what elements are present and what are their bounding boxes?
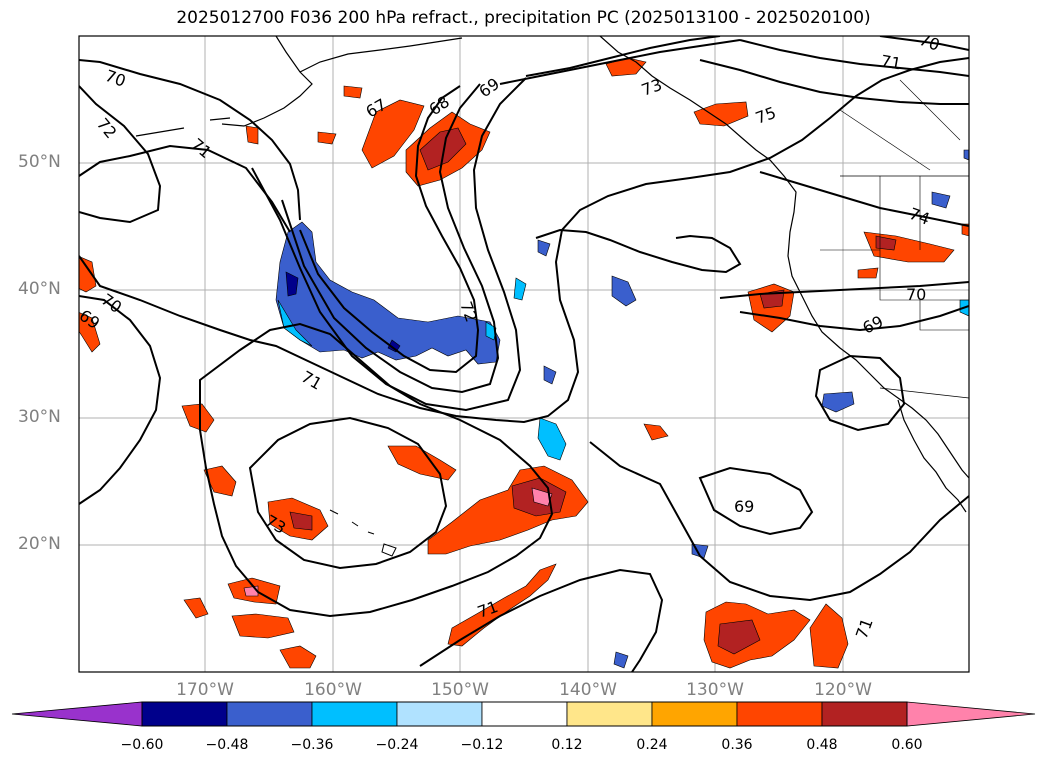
contour-71-east xyxy=(499,39,741,85)
lon-label: 150°W xyxy=(431,680,489,700)
state-borders xyxy=(820,176,969,331)
colorbar-swatch xyxy=(481,701,568,727)
colorbar-tick-label: 0.48 xyxy=(806,737,838,753)
contour-70-ne xyxy=(879,36,969,51)
coast-alaska xyxy=(221,36,463,127)
contour-71-south xyxy=(419,568,664,672)
contour-label: 69 xyxy=(734,497,754,516)
coast-canada-pacific xyxy=(599,36,969,479)
lon-label: 140°W xyxy=(559,680,617,700)
lat-label: 20°N xyxy=(18,534,61,554)
colorbar-extend-high xyxy=(906,701,1036,727)
colorbar-swatch xyxy=(651,701,738,727)
contour-70-nw xyxy=(79,59,301,221)
contour-71-ne xyxy=(739,39,969,77)
colorbar-tick-label: 0.36 xyxy=(721,737,753,753)
colorbar-tick-label: 0.60 xyxy=(891,737,923,753)
colorbar-swatch xyxy=(311,701,398,727)
colorbar-tick-label: −0.48 xyxy=(205,737,249,753)
colorbar-tick-label: −0.24 xyxy=(375,737,419,753)
colorbar xyxy=(11,701,1036,727)
lon-label: 160°W xyxy=(304,680,362,700)
lat-label: 40°N xyxy=(18,279,61,299)
contour-71-south-east xyxy=(589,441,969,602)
lat-label: 30°N xyxy=(18,407,61,427)
colorbar-tick-label: −0.36 xyxy=(290,737,334,753)
contour-label: 70 xyxy=(906,285,926,304)
colorbar-swatch xyxy=(226,701,313,727)
contour-72-east xyxy=(525,36,721,77)
aleutian-islands xyxy=(135,117,231,137)
canada-provinces xyxy=(839,79,961,171)
colorbar-extend-low xyxy=(11,701,143,727)
colorbar-tick-label: −0.60 xyxy=(120,737,164,753)
contour-70-east xyxy=(719,281,969,299)
contour-closed-southeast xyxy=(814,354,906,432)
contour-trough-inner xyxy=(299,85,480,374)
colorbar-swatch xyxy=(821,701,908,727)
contour-70-sw xyxy=(79,295,162,505)
contour-cutoff-low xyxy=(535,228,742,274)
lat-label: 50°N xyxy=(18,152,61,172)
colorbar-swatch xyxy=(141,701,228,727)
border-us-mexico xyxy=(879,387,969,399)
colorbar-swatch xyxy=(396,701,483,727)
baja-california xyxy=(897,399,967,513)
map-frame xyxy=(78,35,970,673)
contour-closed-69 xyxy=(698,466,814,536)
contour-label: 71 xyxy=(879,51,902,73)
map-area xyxy=(79,36,969,672)
contour-label: 70 xyxy=(917,30,943,55)
contour-69-ridge xyxy=(79,57,969,424)
contour-74-east xyxy=(759,171,969,227)
hawaii-islands xyxy=(329,509,397,557)
coastlines xyxy=(135,36,969,557)
lon-label: 170°W xyxy=(176,680,234,700)
contour-75-ne xyxy=(699,59,969,105)
contour-73-loop xyxy=(248,416,448,570)
contour-69-east xyxy=(739,305,969,332)
colorbar-tick-label: 0.24 xyxy=(636,737,668,753)
contour-72-nw xyxy=(79,85,162,224)
colorbar-swatch xyxy=(566,701,653,727)
map-title: 2025012700 F036 200 hPa refract., precip… xyxy=(176,8,871,28)
contour-trough-outer xyxy=(251,77,527,412)
contour-sw-loop xyxy=(199,322,554,618)
lon-label: 120°W xyxy=(814,680,872,700)
colorbar-tick-label: 0.12 xyxy=(551,737,583,753)
colorbar-swatch xyxy=(736,701,823,727)
contour-trough-mid xyxy=(281,83,500,394)
refractivity-contours xyxy=(79,36,969,672)
lon-label: 130°W xyxy=(686,680,744,700)
colorbar-tick-label: −0.12 xyxy=(460,737,504,753)
